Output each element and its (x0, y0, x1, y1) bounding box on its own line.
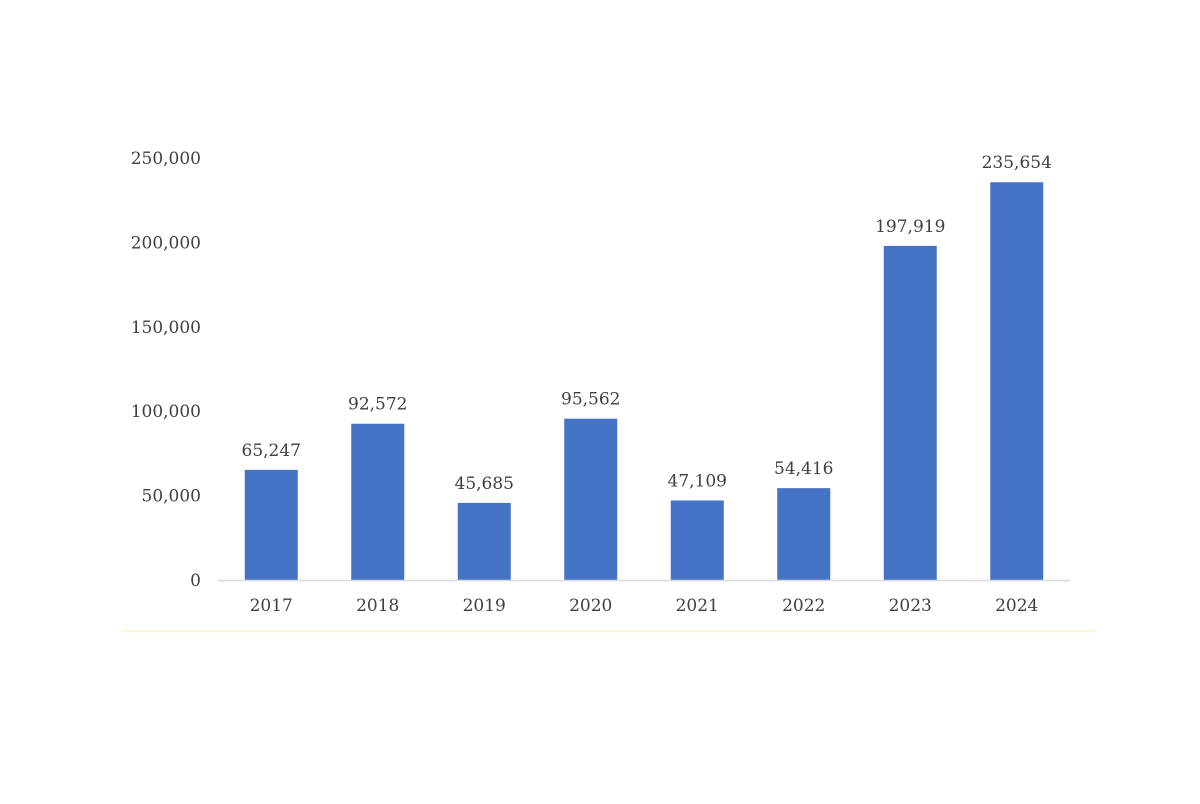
bar (990, 182, 1044, 580)
bar (457, 502, 511, 580)
y-tick-label: 50,000 (142, 487, 201, 507)
data-labels: 65,247 92,572 45,685 95,562 47,109 54,416 197,… (242, 153, 1052, 494)
x-tick-label: 2023 (889, 596, 932, 616)
bars (244, 182, 1044, 581)
x-tick-label: 2022 (782, 596, 825, 616)
data-label: 47,109 (668, 471, 727, 491)
y-tick-label: 200,000 (131, 233, 201, 253)
x-axis-ticks: 2017 2018 2019 2020 2021 2022 2023 2024 (250, 596, 1039, 616)
data-label: 65,247 (242, 441, 301, 461)
data-label: 95,562 (561, 390, 620, 410)
y-tick-label: 100,000 (131, 402, 201, 422)
x-tick-label: 2020 (569, 596, 612, 616)
data-label: 54,416 (774, 459, 833, 479)
bar (777, 488, 831, 580)
x-tick-label: 2019 (463, 596, 506, 616)
x-tick-label: 2021 (676, 596, 719, 616)
bar (351, 423, 405, 580)
x-tick-label: 2018 (356, 596, 399, 616)
y-tick-label: 250,000 (131, 149, 201, 169)
data-label: 92,572 (348, 395, 407, 415)
x-tick-label: 2024 (995, 596, 1038, 616)
x-tick-label: 2017 (250, 596, 293, 616)
bar (883, 245, 937, 581)
y-tick-label: 0 (190, 571, 201, 591)
y-tick-label: 150,000 (131, 318, 201, 338)
bar (244, 469, 298, 580)
data-label: 235,654 (982, 153, 1052, 173)
y-axis-ticks: 0 50,000 100,000 150,000 200,000 250,000 (131, 149, 201, 591)
data-label: 45,685 (455, 474, 514, 494)
bar (670, 500, 724, 580)
bar (564, 418, 618, 580)
data-label: 197,919 (875, 217, 945, 237)
